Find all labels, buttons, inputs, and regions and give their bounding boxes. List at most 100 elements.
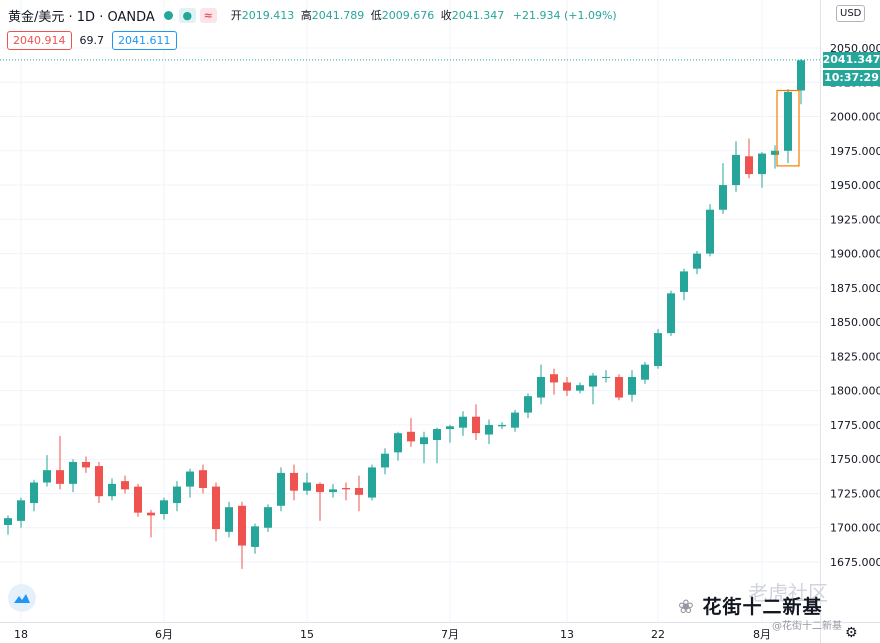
candle-body: [693, 253, 701, 269]
y-tick-label: 1725.000: [830, 487, 880, 500]
candle-body: [771, 150, 779, 155]
chart-header: 黄金/美元 · 1D · OANDA ● ≈ 开2019.413 高2041.7…: [8, 5, 617, 25]
candle-body: [303, 482, 311, 491]
candle-body: [43, 470, 51, 483]
candle-body: [589, 375, 597, 387]
compare-icon[interactable]: ≈: [199, 7, 217, 23]
tradingview-logo-icon[interactable]: [8, 584, 36, 612]
last-price-label: 2041.347: [822, 51, 880, 68]
candle-body: [446, 426, 454, 430]
bar-countdown-label: 10:37:29: [823, 69, 880, 86]
ohlc-readout: 开2019.413 高2041.789 低2009.676 收2041.347 …: [231, 7, 617, 23]
y-tick-label: 1950.000: [830, 179, 880, 192]
candle-body: [680, 271, 688, 292]
candle-body: [654, 333, 662, 366]
candle-body: [797, 60, 805, 91]
candle-body: [316, 483, 324, 493]
candle-body: [706, 209, 714, 254]
candle-body: [628, 376, 636, 395]
candle-body: [576, 385, 584, 391]
y-tick-label: 2000.000: [830, 111, 880, 124]
y-tick-label: 1825.000: [830, 350, 880, 363]
currency-button[interactable]: USD: [836, 5, 866, 22]
candle-body: [563, 382, 571, 391]
candle-body: [472, 416, 480, 434]
candle-body: [277, 472, 285, 506]
candle-body: [238, 505, 246, 546]
candle-body: [537, 376, 545, 398]
y-tick-label: 1700.000: [830, 522, 880, 535]
y-tick-label: 1750.000: [830, 453, 880, 466]
visibility-toggle-icon[interactable]: ●: [178, 7, 196, 23]
candle-body: [329, 489, 337, 493]
watermark-background: 老虎社区: [748, 581, 828, 605]
candle-body: [667, 293, 675, 334]
candle-body: [95, 466, 103, 497]
candle-body: [212, 486, 220, 530]
x-tick-label: 13: [560, 628, 574, 641]
y-tick-label: 1875.000: [830, 282, 880, 295]
candle-body: [134, 486, 142, 513]
x-tick-label: 15: [300, 628, 314, 641]
candle-body: [160, 500, 168, 515]
candle-body: [732, 154, 740, 186]
low-label: 低: [370, 9, 382, 22]
market-status-dot: [163, 10, 173, 20]
y-tick-label: 1850.000: [830, 316, 880, 329]
candle-body: [56, 470, 64, 484]
candle-body: [511, 412, 519, 428]
highlight-box: [776, 89, 800, 167]
candle-body: [758, 153, 766, 175]
x-tick-label: 22: [651, 628, 665, 641]
candle-body: [407, 431, 415, 442]
candle-body: [524, 396, 532, 413]
watermark-text: 花街十二新基: [702, 596, 823, 618]
watermark-main: ❀ 花街十二新基: [678, 592, 823, 619]
high-value: 2041.789: [311, 9, 365, 22]
candle-body: [368, 467, 376, 498]
symbol-title[interactable]: 黄金/美元 · 1D · OANDA: [8, 9, 155, 25]
candle-body: [147, 512, 155, 516]
candle-body: [355, 487, 363, 495]
candle-body: [264, 507, 272, 528]
open-value: 2019.413: [241, 9, 295, 22]
candle-body: [485, 424, 493, 435]
candle-body: [69, 461, 77, 484]
candle-body: [615, 376, 623, 398]
candle-body: [784, 91, 792, 151]
candle-body: [17, 500, 25, 521]
candle-body: [420, 437, 428, 445]
change-value: +21.934 (+1.09%): [512, 9, 617, 22]
wechat-icon: ❀: [678, 596, 703, 618]
candle-body: [173, 486, 181, 504]
candle-body: [342, 487, 350, 490]
y-tick-label: 1675.000: [830, 556, 880, 569]
x-tick-label: 7月: [441, 628, 459, 641]
y-tick-label: 2050.000: [830, 42, 880, 55]
candle-body: [498, 424, 506, 427]
high-label: 高: [300, 9, 312, 22]
candle-body: [433, 429, 441, 441]
low-value: 2009.676: [381, 9, 435, 22]
candle-body: [719, 185, 727, 210]
candle-body: [108, 483, 116, 497]
candle-body: [602, 376, 610, 378]
y-tick-label: 1925.000: [830, 213, 880, 226]
close-value: 2041.347: [451, 9, 505, 22]
x-tick-label: 6月: [155, 628, 173, 641]
y-tick-label: 1900.000: [830, 248, 880, 261]
ask-button[interactable]: 2041.611: [112, 31, 177, 50]
y-tick-label: 1800.000: [830, 385, 880, 398]
open-label: 开: [230, 9, 242, 22]
quote-bar: 2040.914 69.7 2041.611: [7, 31, 177, 50]
bid-button[interactable]: 2040.914: [7, 31, 72, 50]
candle-body: [225, 507, 233, 532]
settings-gear-icon[interactable]: ⚙: [845, 625, 858, 641]
candle-body: [381, 453, 389, 468]
candle-body: [4, 518, 12, 525]
candle-body: [745, 156, 753, 175]
candle-body: [82, 461, 90, 468]
x-tick-label: 18: [14, 628, 28, 641]
watermark-sub: @花街十二新基: [772, 621, 842, 632]
